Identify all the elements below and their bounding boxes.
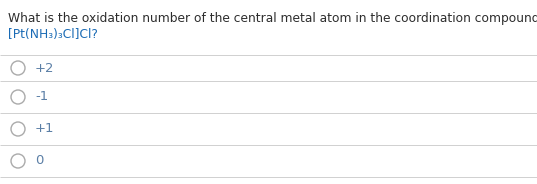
Text: 0: 0	[35, 155, 43, 167]
Text: +1: +1	[35, 123, 54, 135]
Text: +2: +2	[35, 61, 54, 75]
Text: What is the oxidation number of the central metal atom in the coordination compo: What is the oxidation number of the cent…	[8, 12, 537, 25]
Text: -1: -1	[35, 91, 48, 103]
Text: [Pt(NH₃)₃Cl]Cl?: [Pt(NH₃)₃Cl]Cl?	[8, 28, 98, 41]
